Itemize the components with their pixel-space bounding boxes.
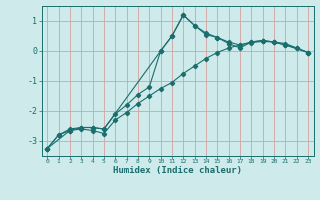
- X-axis label: Humidex (Indice chaleur): Humidex (Indice chaleur): [113, 166, 242, 175]
